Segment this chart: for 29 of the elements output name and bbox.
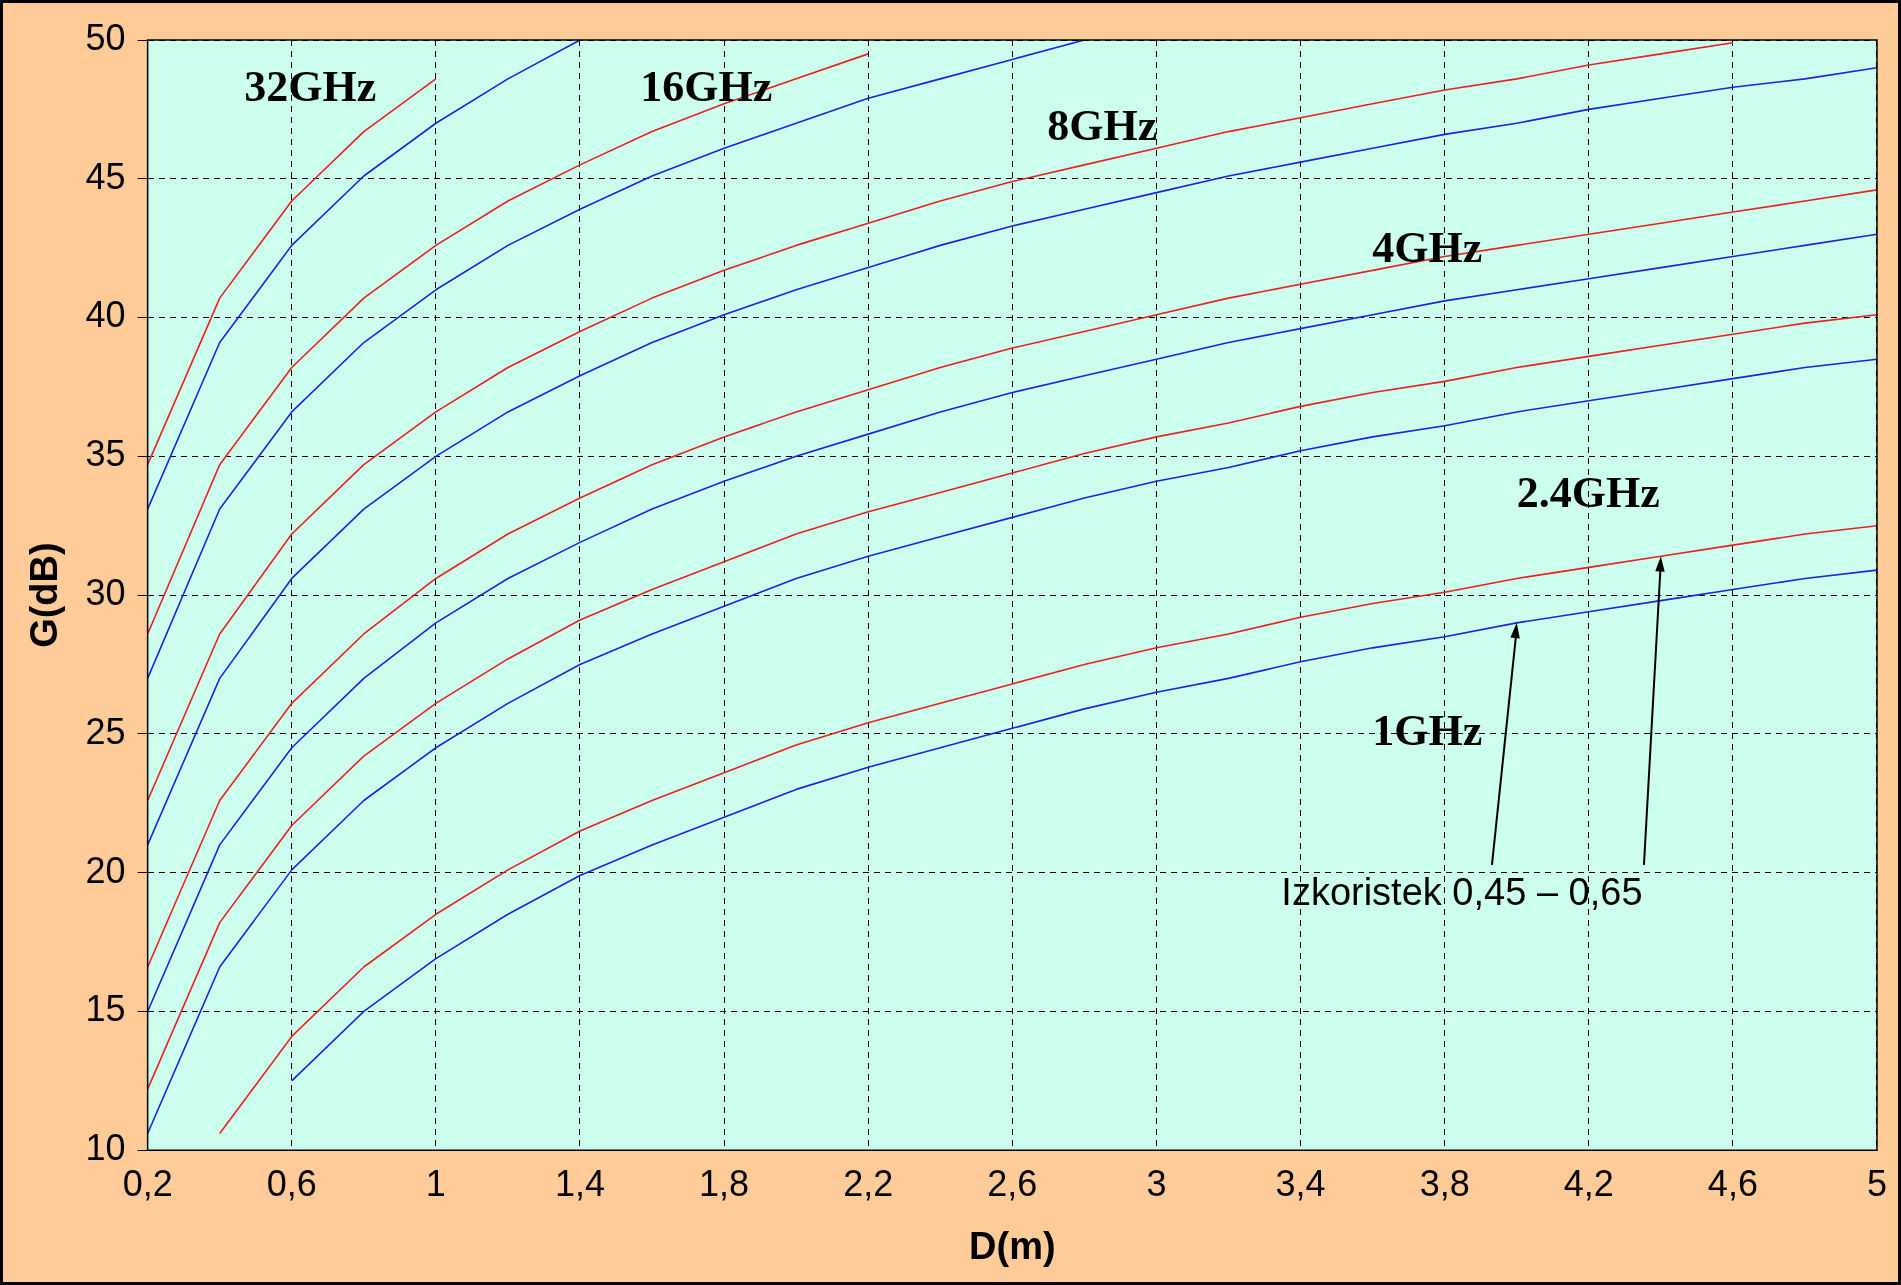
x-tick-label: 3,8: [1419, 1162, 1470, 1204]
y-tick-label: 30: [85, 572, 126, 614]
x-tick-label: 1: [425, 1162, 446, 1204]
annotation: 16GHz: [640, 62, 773, 112]
annotation: 1GHz: [1372, 706, 1483, 756]
y-tick-label: 35: [85, 433, 126, 475]
annotation: 2.4GHz: [1516, 467, 1660, 517]
x-tick-label: 5: [1866, 1162, 1887, 1204]
x-tick-label: 4,2: [1563, 1162, 1614, 1204]
x-tick-label: 3: [1146, 1162, 1167, 1204]
annotation: Izkoristek 0,45 – 0,65: [1281, 871, 1643, 914]
annotation: 32GHz: [244, 62, 377, 112]
y-tick-label: 40: [85, 294, 126, 336]
y-tick-label: 50: [85, 16, 126, 58]
y-tick-label: 45: [85, 155, 126, 197]
x-axis-title: D(m): [969, 1224, 1056, 1267]
x-tick-label: 1,4: [554, 1162, 605, 1204]
y-tick-label: 20: [85, 849, 126, 891]
x-tick-label: 2,2: [843, 1162, 894, 1204]
y-tick-label: 15: [85, 988, 126, 1030]
x-tick-label: 4,6: [1707, 1162, 1758, 1204]
annotation: 4GHz: [1372, 223, 1483, 273]
x-tick-label: 1,8: [699, 1162, 750, 1204]
x-tick-label: 0,6: [266, 1162, 317, 1204]
x-tick-label: 3,4: [1275, 1162, 1326, 1204]
x-tick-label: 2,6: [987, 1162, 1038, 1204]
y-axis-title: G(dB): [23, 542, 66, 648]
y-tick-label: 25: [85, 710, 126, 752]
annotation: 8GHz: [1047, 101, 1158, 151]
